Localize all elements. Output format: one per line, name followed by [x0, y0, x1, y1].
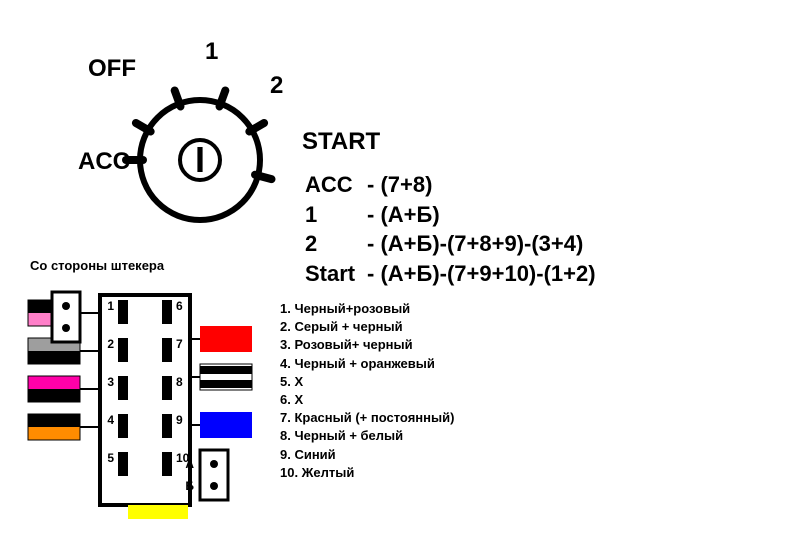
legend-item: 10. Желтый: [280, 464, 454, 482]
pos-val: - (7+8): [367, 172, 432, 197]
svg-text:1: 1: [107, 299, 114, 313]
legend-item: 1. Черный+розовый: [280, 300, 454, 318]
svg-text:I: I: [195, 139, 205, 180]
pos-name: 1: [305, 200, 367, 230]
svg-text:9: 9: [176, 413, 183, 427]
svg-text:Б: Б: [185, 479, 194, 493]
svg-text:4: 4: [107, 413, 114, 427]
legend-item: 7. Красный (+ постоянный): [280, 409, 454, 427]
legend-item: 4. Черный + оранжевый: [280, 355, 454, 373]
svg-text:5: 5: [107, 451, 114, 465]
label-acc: ACC: [78, 148, 130, 176]
svg-text:2: 2: [107, 337, 114, 351]
pos-name: ACC: [305, 170, 367, 200]
svg-text:А: А: [185, 457, 194, 471]
pos-val: - (А+Б): [367, 202, 440, 227]
legend-item: 9. Синий: [280, 446, 454, 464]
svg-text:6: 6: [176, 299, 183, 313]
pos-val: - (А+Б)-(7+8+9)-(3+4): [367, 231, 583, 256]
legend-item: 2. Серый + черный: [280, 318, 454, 336]
legend-item: 3. Розовый+ черный: [280, 336, 454, 354]
pos-name: Start: [305, 259, 367, 289]
legend-item: 8. Черный + белый: [280, 427, 454, 445]
connector-note: Со стороны штекера: [30, 258, 164, 273]
legend-item: 6. Х: [280, 391, 454, 409]
label-2: 2: [270, 72, 283, 100]
label-1: 1: [205, 38, 218, 66]
legend-item: 5. Х: [280, 373, 454, 391]
pos-val: - (А+Б)-(7+9+10)-(1+2): [367, 261, 596, 286]
svg-text:8: 8: [176, 375, 183, 389]
label-off: OFF: [88, 55, 136, 83]
svg-text:3: 3: [107, 375, 114, 389]
label-start: START: [302, 128, 380, 156]
positions-table: ACC- (7+8) 1- (А+Б) 2- (А+Б)-(7+8+9)-(3+…: [305, 170, 596, 289]
wire-legend: 1. Черный+розовый 2. Серый + черный 3. Р…: [280, 300, 454, 482]
svg-text:7: 7: [176, 337, 183, 351]
pos-name: 2: [305, 229, 367, 259]
